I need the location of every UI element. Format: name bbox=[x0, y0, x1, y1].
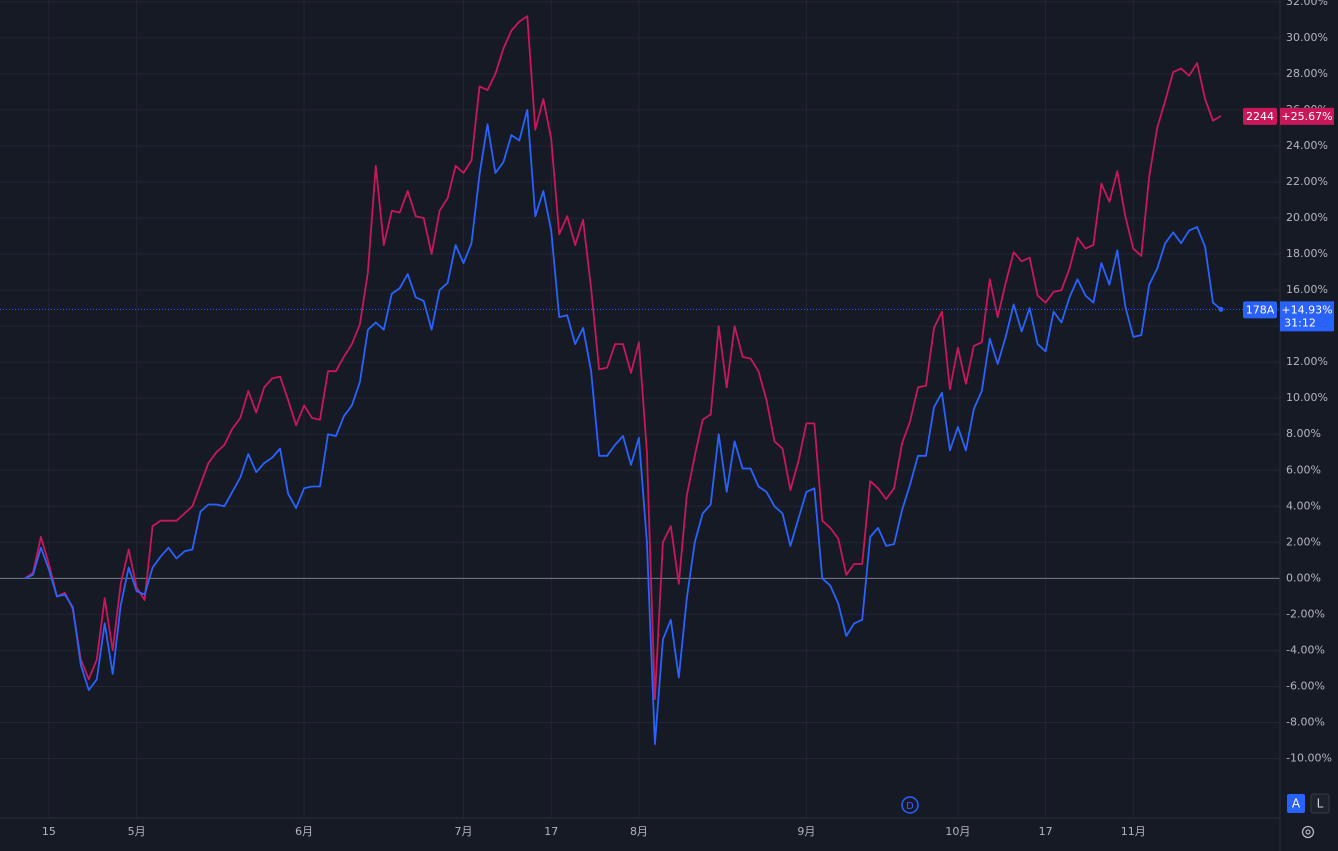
event-marker[interactable] bbox=[901, 796, 919, 814]
countdown-label: 31:12 bbox=[1284, 316, 1316, 329]
y-tick-label: 4.00% bbox=[1286, 499, 1321, 512]
auto-scale-label[interactable]: A bbox=[1292, 797, 1301, 811]
x-tick-label: 6月 bbox=[295, 825, 313, 838]
series-tag bbox=[1243, 107, 1277, 125]
x-tick-label: 9月 bbox=[797, 825, 815, 838]
settings-icon[interactable] bbox=[1301, 825, 1315, 839]
series-line bbox=[24, 15, 1222, 700]
last-value-label: +14.93% bbox=[1281, 303, 1332, 316]
x-tick-label: 5月 bbox=[128, 825, 146, 838]
event-marker-label[interactable]: D bbox=[906, 801, 914, 812]
y-tick-label: 24.00% bbox=[1286, 139, 1328, 152]
y-tick-label: 18.00% bbox=[1286, 247, 1328, 260]
y-tick-label: 12.00% bbox=[1286, 355, 1328, 368]
y-tick-label: 2.00% bbox=[1286, 535, 1321, 548]
y-tick-label: 0.00% bbox=[1286, 571, 1321, 584]
y-tick-label: 28.00% bbox=[1286, 67, 1328, 80]
series-line bbox=[24, 109, 1222, 745]
y-tick-label: 16.00% bbox=[1286, 283, 1328, 296]
log-scale-button[interactable] bbox=[1310, 793, 1330, 814]
x-tick-label: 15 bbox=[42, 825, 56, 838]
log-scale-label[interactable]: L bbox=[1317, 797, 1324, 811]
x-tick-label: 17 bbox=[1039, 825, 1053, 838]
last-value-tag bbox=[1280, 301, 1334, 332]
series-tag-name: 2244 bbox=[1246, 110, 1274, 123]
y-tick-label: -2.00% bbox=[1286, 607, 1325, 620]
y-tick-label: 8.00% bbox=[1286, 427, 1321, 440]
x-tick-label: 10月 bbox=[945, 825, 970, 838]
last-value-label: +25.67% bbox=[1281, 110, 1332, 123]
y-tick-label: 6.00% bbox=[1286, 463, 1321, 476]
y-tick-label: 30.00% bbox=[1286, 31, 1328, 44]
y-tick-label: -8.00% bbox=[1286, 716, 1325, 729]
last-point bbox=[1218, 306, 1224, 312]
y-tick-label: 10.00% bbox=[1286, 391, 1328, 404]
y-tick-label: -4.00% bbox=[1286, 643, 1325, 656]
x-tick-label: 8月 bbox=[630, 825, 648, 838]
y-tick-label: -10.00% bbox=[1286, 752, 1332, 765]
x-tick-label: 7月 bbox=[455, 825, 473, 838]
x-tick-label: 11月 bbox=[1121, 825, 1146, 838]
y-tick-label: 32.00% bbox=[1286, 0, 1328, 8]
y-tick-label: 22.00% bbox=[1286, 175, 1328, 188]
plot bbox=[0, 15, 1280, 745]
y-tick-label: 20.00% bbox=[1286, 211, 1328, 224]
x-tick-label: 17 bbox=[544, 825, 558, 838]
last-value-tag bbox=[1280, 107, 1334, 125]
auto-scale-button[interactable] bbox=[1287, 794, 1305, 813]
y-tick-label: -6.00% bbox=[1286, 679, 1325, 692]
series-tag-name: 178A bbox=[1246, 303, 1275, 316]
series-tag bbox=[1243, 301, 1277, 319]
